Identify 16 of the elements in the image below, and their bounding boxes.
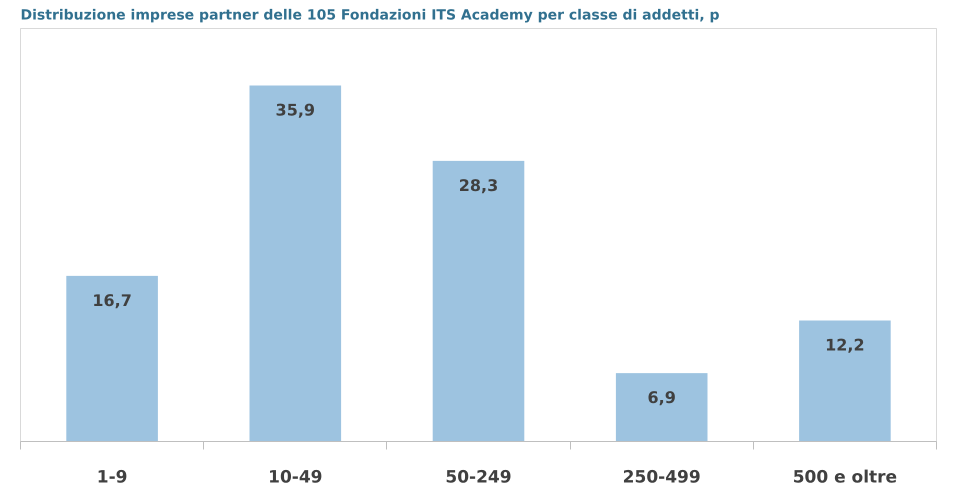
data-label: 28,3 [458, 176, 498, 195]
data-label: 6,9 [648, 388, 676, 408]
data-label: 12,2 [825, 336, 865, 355]
bar [616, 373, 708, 442]
bar [250, 85, 342, 442]
data-label: 35,9 [276, 100, 316, 120]
x-tick-label: 1-9 [96, 468, 128, 488]
bar [66, 276, 158, 442]
chart-title: Distribuzione imprese partner delle 105 Fondazioni ITS Academy per classe di addetti, p [20, 8, 720, 24]
x-tick-label: 250-499 [622, 468, 701, 488]
data-label: 16,7 [92, 290, 132, 310]
bar [432, 160, 524, 442]
x-tick-label: 10-49 [268, 468, 322, 488]
x-tick-label: 500 e oltre [792, 468, 898, 488]
x-tick-label: 50-249 [445, 468, 512, 488]
bar [799, 320, 891, 442]
